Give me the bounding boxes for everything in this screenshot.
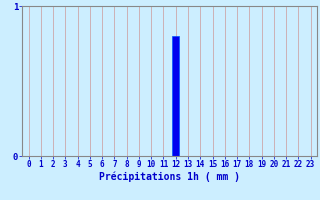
Bar [172,36,180,156]
X-axis label: Précipitations 1h ( mm ): Précipitations 1h ( mm ) [99,172,240,182]
